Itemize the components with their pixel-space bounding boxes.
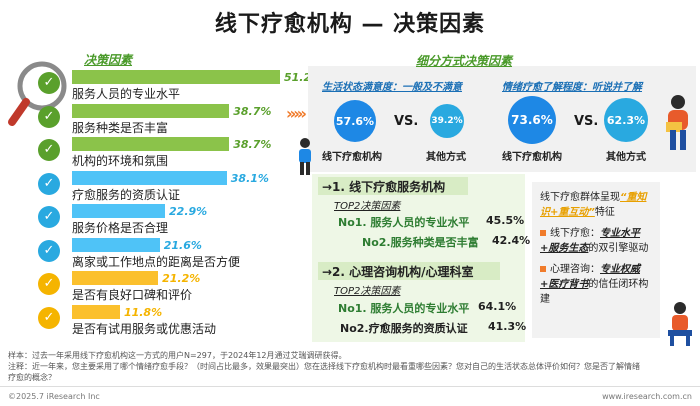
bar-category-label-3: 疗愈服务的资质认证	[72, 187, 181, 202]
chevron-arrows-icon: ›››››	[286, 104, 307, 123]
bar-6	[72, 271, 159, 285]
section1-rank1-value: 45.5%	[486, 214, 525, 227]
bar-category-label-0: 服务人员的专业水平	[72, 87, 181, 101]
bar-category-label-6: 是否有良好口碑和评价	[72, 288, 193, 302]
check-icon: ✓	[38, 206, 60, 228]
decision-box	[312, 174, 525, 342]
life-other-value: 39.2%	[431, 116, 463, 126]
bar-value-label-3: 38.1%	[230, 171, 269, 185]
section1-rank2-value: 42.4%	[492, 234, 531, 247]
section1-title: →1. 线下疗愈服务机构	[322, 180, 446, 194]
aware-offline-caption: 线下疗愈机构	[502, 152, 562, 163]
section1-rank1-label: No1. 服务人员的专业水平	[338, 216, 470, 229]
life-other-value-circle: 39.2%	[430, 104, 464, 138]
note-point-2: 心理咨询：专业权威+医疗背书的信任闭环构建	[540, 262, 652, 307]
section2-rank2-label: No2.疗愈服务的资质认证	[340, 322, 468, 335]
footer-divider	[0, 386, 700, 387]
bar-category-label-1: 服务种类是否丰富	[72, 120, 169, 135]
bar-value-label-7: 11.8%	[123, 305, 163, 319]
life-offline-value: 57.6%	[335, 114, 375, 128]
bar-value-label-6: 21.2%	[162, 272, 201, 285]
bar-4	[72, 204, 166, 218]
section2-rank1-value: 64.1%	[478, 300, 517, 313]
bar-2	[72, 137, 230, 151]
section1-top2-label: TOP2决策因素	[334, 201, 401, 212]
copyright: ©2025.7 iResearch Inc	[8, 392, 100, 401]
section1-title-bg	[318, 177, 468, 195]
check-icon: ✓	[38, 306, 60, 329]
bar-category-label-4: 服务价格是否合理	[72, 221, 169, 235]
bar-0	[72, 70, 280, 84]
check-icon: ✓	[38, 273, 60, 295]
check-icon: ✓	[38, 172, 60, 195]
segment-panel-title: 细分方式决策因素	[416, 54, 513, 68]
note-intro-a: 线下疗愈群体呈现	[540, 192, 620, 203]
section2-rank2-value: 41.3%	[488, 320, 527, 333]
aware-offline-value: 73.6%	[511, 113, 553, 127]
footer-sample: 样本：过去一年采用线下疗愈机构这一方式的用户N=297，于2024年12月通过艾…	[8, 351, 347, 360]
aware-other-value: 62.3%	[606, 113, 646, 127]
bar-5	[72, 237, 160, 252]
note-p2-a: 心理咨询：	[550, 264, 600, 275]
note-intro: 线下疗愈群体呈现“重知识+重互动”特征	[540, 190, 652, 220]
note-p2-b: 的信任闭环构建	[540, 279, 649, 305]
left-section-tag: 决策因素	[84, 53, 133, 67]
bullet-icon	[540, 266, 546, 272]
life-offline-caption: 线下疗愈机构	[322, 152, 382, 163]
aware-offline-value-circle: 73.6%	[508, 96, 556, 144]
check-icon: ✓	[38, 139, 60, 161]
check-icon: ✓	[38, 105, 60, 128]
section2-rank1-label: No1. 服务人员的专业水平	[338, 302, 470, 315]
small-person-icon	[299, 138, 311, 175]
section2-title-bg	[318, 262, 500, 280]
footer-note-cont: 疗愈的概念？	[8, 373, 56, 382]
note-intro-b: 特征	[594, 207, 615, 218]
bar-3	[72, 170, 227, 185]
site-url: www.iresearch.com.cn	[602, 392, 692, 401]
vs-label-right: VS.	[574, 114, 599, 129]
vs-label-left: VS.	[394, 114, 419, 129]
aware-other-value-circle: 62.3%	[604, 98, 648, 142]
section2-title: →2. 心理咨询机构/心理科室	[322, 265, 474, 279]
bar-category-label-5: 离家或工作地点的距离是否方便	[72, 254, 241, 269]
life-offline-value-circle: 57.6%	[334, 100, 376, 142]
sitting-person-icon	[668, 302, 692, 346]
insight-note-box: 线下疗愈群体呈现“重知识+重互动”特征 线下疗愈：专业水平+服务生态的双引擎驱动…	[532, 182, 660, 338]
note-p2-highlight: 专业权威+医疗背书	[540, 264, 640, 290]
page-title: 线下疗愈机构 — 决策因素	[214, 12, 486, 37]
bar-category-label-7: 是否有试用服务或优惠活动	[72, 321, 217, 336]
note-point-1: 线下疗愈：专业水平+服务生态的双引擎驱动	[540, 226, 652, 256]
bar-value-label-2: 38.7%	[233, 138, 272, 151]
note-intro-highlight: “重知识+重互动”	[540, 192, 647, 218]
note-p1-highlight: 专业水平+服务生态	[540, 228, 640, 254]
bar-7	[72, 304, 120, 319]
check-icon: ✓	[38, 72, 60, 94]
footer-note: 注释：近一年来，您主要采用了哪个情绪疗愈手段？（时间占比最多，效果最突出）您在选…	[8, 362, 640, 371]
life-other-caption: 其他方式	[426, 152, 466, 163]
note-p1-a: 线下疗愈：	[550, 228, 600, 239]
bar-1	[72, 103, 230, 118]
aware-other-caption: 其他方式	[606, 152, 646, 163]
bar-value-label-4: 22.9%	[169, 205, 208, 218]
bar-value-label-1: 38.7%	[233, 104, 272, 118]
person-figure-icon	[666, 95, 688, 150]
note-p1-b: 的双引擎驱动	[588, 243, 649, 254]
check-icon: ✓	[38, 239, 60, 262]
section2-top2-label: TOP2决策因素	[334, 286, 401, 297]
bullet-icon	[540, 230, 546, 236]
section1-rank2-label: No2.服务种类是否丰富	[362, 236, 479, 249]
bar-value-label-5: 21.6%	[163, 238, 202, 252]
bar-category-label-2: 机构的环境和氛围	[72, 154, 169, 168]
healing-awareness-heading: 情绪疗愈了解程度：听说并了解	[502, 82, 642, 93]
decision-factor-bar-chart: 51.2% 服务人员的专业水平 ✓ 38.7% 服务种类是否丰富 ✓ 38.7% 机构的环境和…	[0, 0, 322, 345]
life-satisfaction-heading: 生活状态满意度：一般及不满意	[322, 82, 462, 93]
